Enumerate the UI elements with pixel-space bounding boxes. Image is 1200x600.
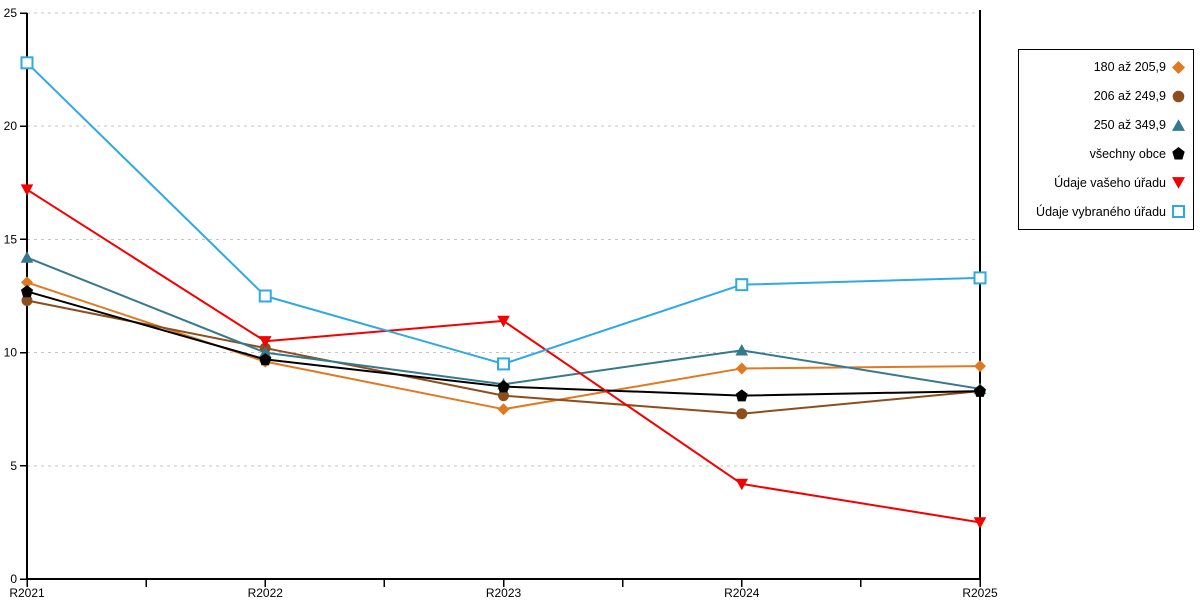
square-open-marker: [973, 271, 987, 285]
legend-marker-shape: [1172, 118, 1185, 131]
diamond-marker: [497, 403, 510, 416]
legend-item-6: Údaje vybraného úřadu: [1019, 198, 1193, 225]
legend-item-2: 206 až 249,9: [1019, 83, 1193, 110]
triangle-up-marker: [20, 251, 34, 263]
pentagon-icon: [1172, 147, 1185, 160]
triangle-down-marker: [735, 478, 749, 491]
triangle-up-marker: [258, 346, 272, 358]
legend-label: 250 až 349,9: [1093, 118, 1166, 133]
x-tick-label: R2021: [9, 586, 45, 600]
x-tick-label: R2025: [962, 586, 998, 600]
triangle-down-marker: [973, 517, 987, 529]
triangle-down-marker: [20, 184, 34, 196]
legend-item-4: všechny obce: [1019, 140, 1193, 167]
circle-marker: [21, 295, 33, 307]
legend-label: 180 až 205,9: [1093, 60, 1166, 75]
diamond-icon: [1172, 60, 1185, 74]
legend-marker-shape: [1172, 90, 1185, 102]
diamond-marker: [974, 360, 986, 373]
pentagon-marker: [735, 389, 748, 402]
x-tick-label: R2024: [724, 586, 760, 600]
triangle-down-marker: [497, 315, 510, 328]
legend-item-3: 250 až 349,9: [1019, 112, 1193, 139]
legend-marker-shape: [1172, 60, 1185, 74]
square-open-marker: [258, 289, 272, 303]
y-tick-label: 15: [4, 232, 18, 246]
legend-label: 206 až 249,9: [1093, 89, 1166, 104]
triangle-down-icon: [1172, 177, 1185, 190]
circle-icon: [1172, 90, 1185, 102]
y-tick-label: 25: [4, 6, 18, 20]
chart-legend: 180 až 205,9 206 až 249,9 250 až 349,9 všec…: [1018, 49, 1194, 230]
x-tick-label: R2023: [486, 586, 522, 600]
y-tick-label: 0: [10, 572, 17, 586]
legend-item-5: Údaje vašeho úřadu: [1019, 169, 1193, 196]
y-tick-label: 10: [4, 346, 18, 360]
square-open-icon: [1172, 205, 1185, 219]
triangle-up-icon: [1172, 118, 1185, 131]
circle-marker: [498, 390, 509, 402]
triangle-down-marker: [258, 336, 272, 348]
legend-marker-shape: [1172, 147, 1185, 160]
diamond-marker: [735, 362, 748, 375]
y-tick-label: 20: [4, 119, 18, 133]
x-tick-label: R2022: [248, 586, 284, 600]
pentagon-marker: [497, 380, 510, 393]
diamond-marker: [21, 276, 33, 289]
triangle-up-marker: [735, 344, 749, 356]
legend-label: Údaje vašeho úřadu: [1054, 175, 1166, 190]
legend-marker-shape: [1172, 205, 1185, 219]
circle-marker: [736, 408, 748, 420]
pentagon-marker: [974, 384, 986, 397]
square-open-marker: [735, 278, 749, 292]
legend-label: Údaje vybraného úřadu: [1036, 204, 1166, 219]
pentagon-marker: [21, 285, 33, 298]
legend-label: všechny obce: [1089, 146, 1166, 161]
y-tick-label: 5: [10, 459, 17, 473]
square-open-marker: [20, 56, 34, 70]
pentagon-marker: [259, 353, 272, 366]
legend-marker-shape: [1172, 177, 1185, 190]
square-open-marker: [497, 357, 510, 371]
legend-item-1: 180 až 205,9: [1019, 54, 1193, 81]
